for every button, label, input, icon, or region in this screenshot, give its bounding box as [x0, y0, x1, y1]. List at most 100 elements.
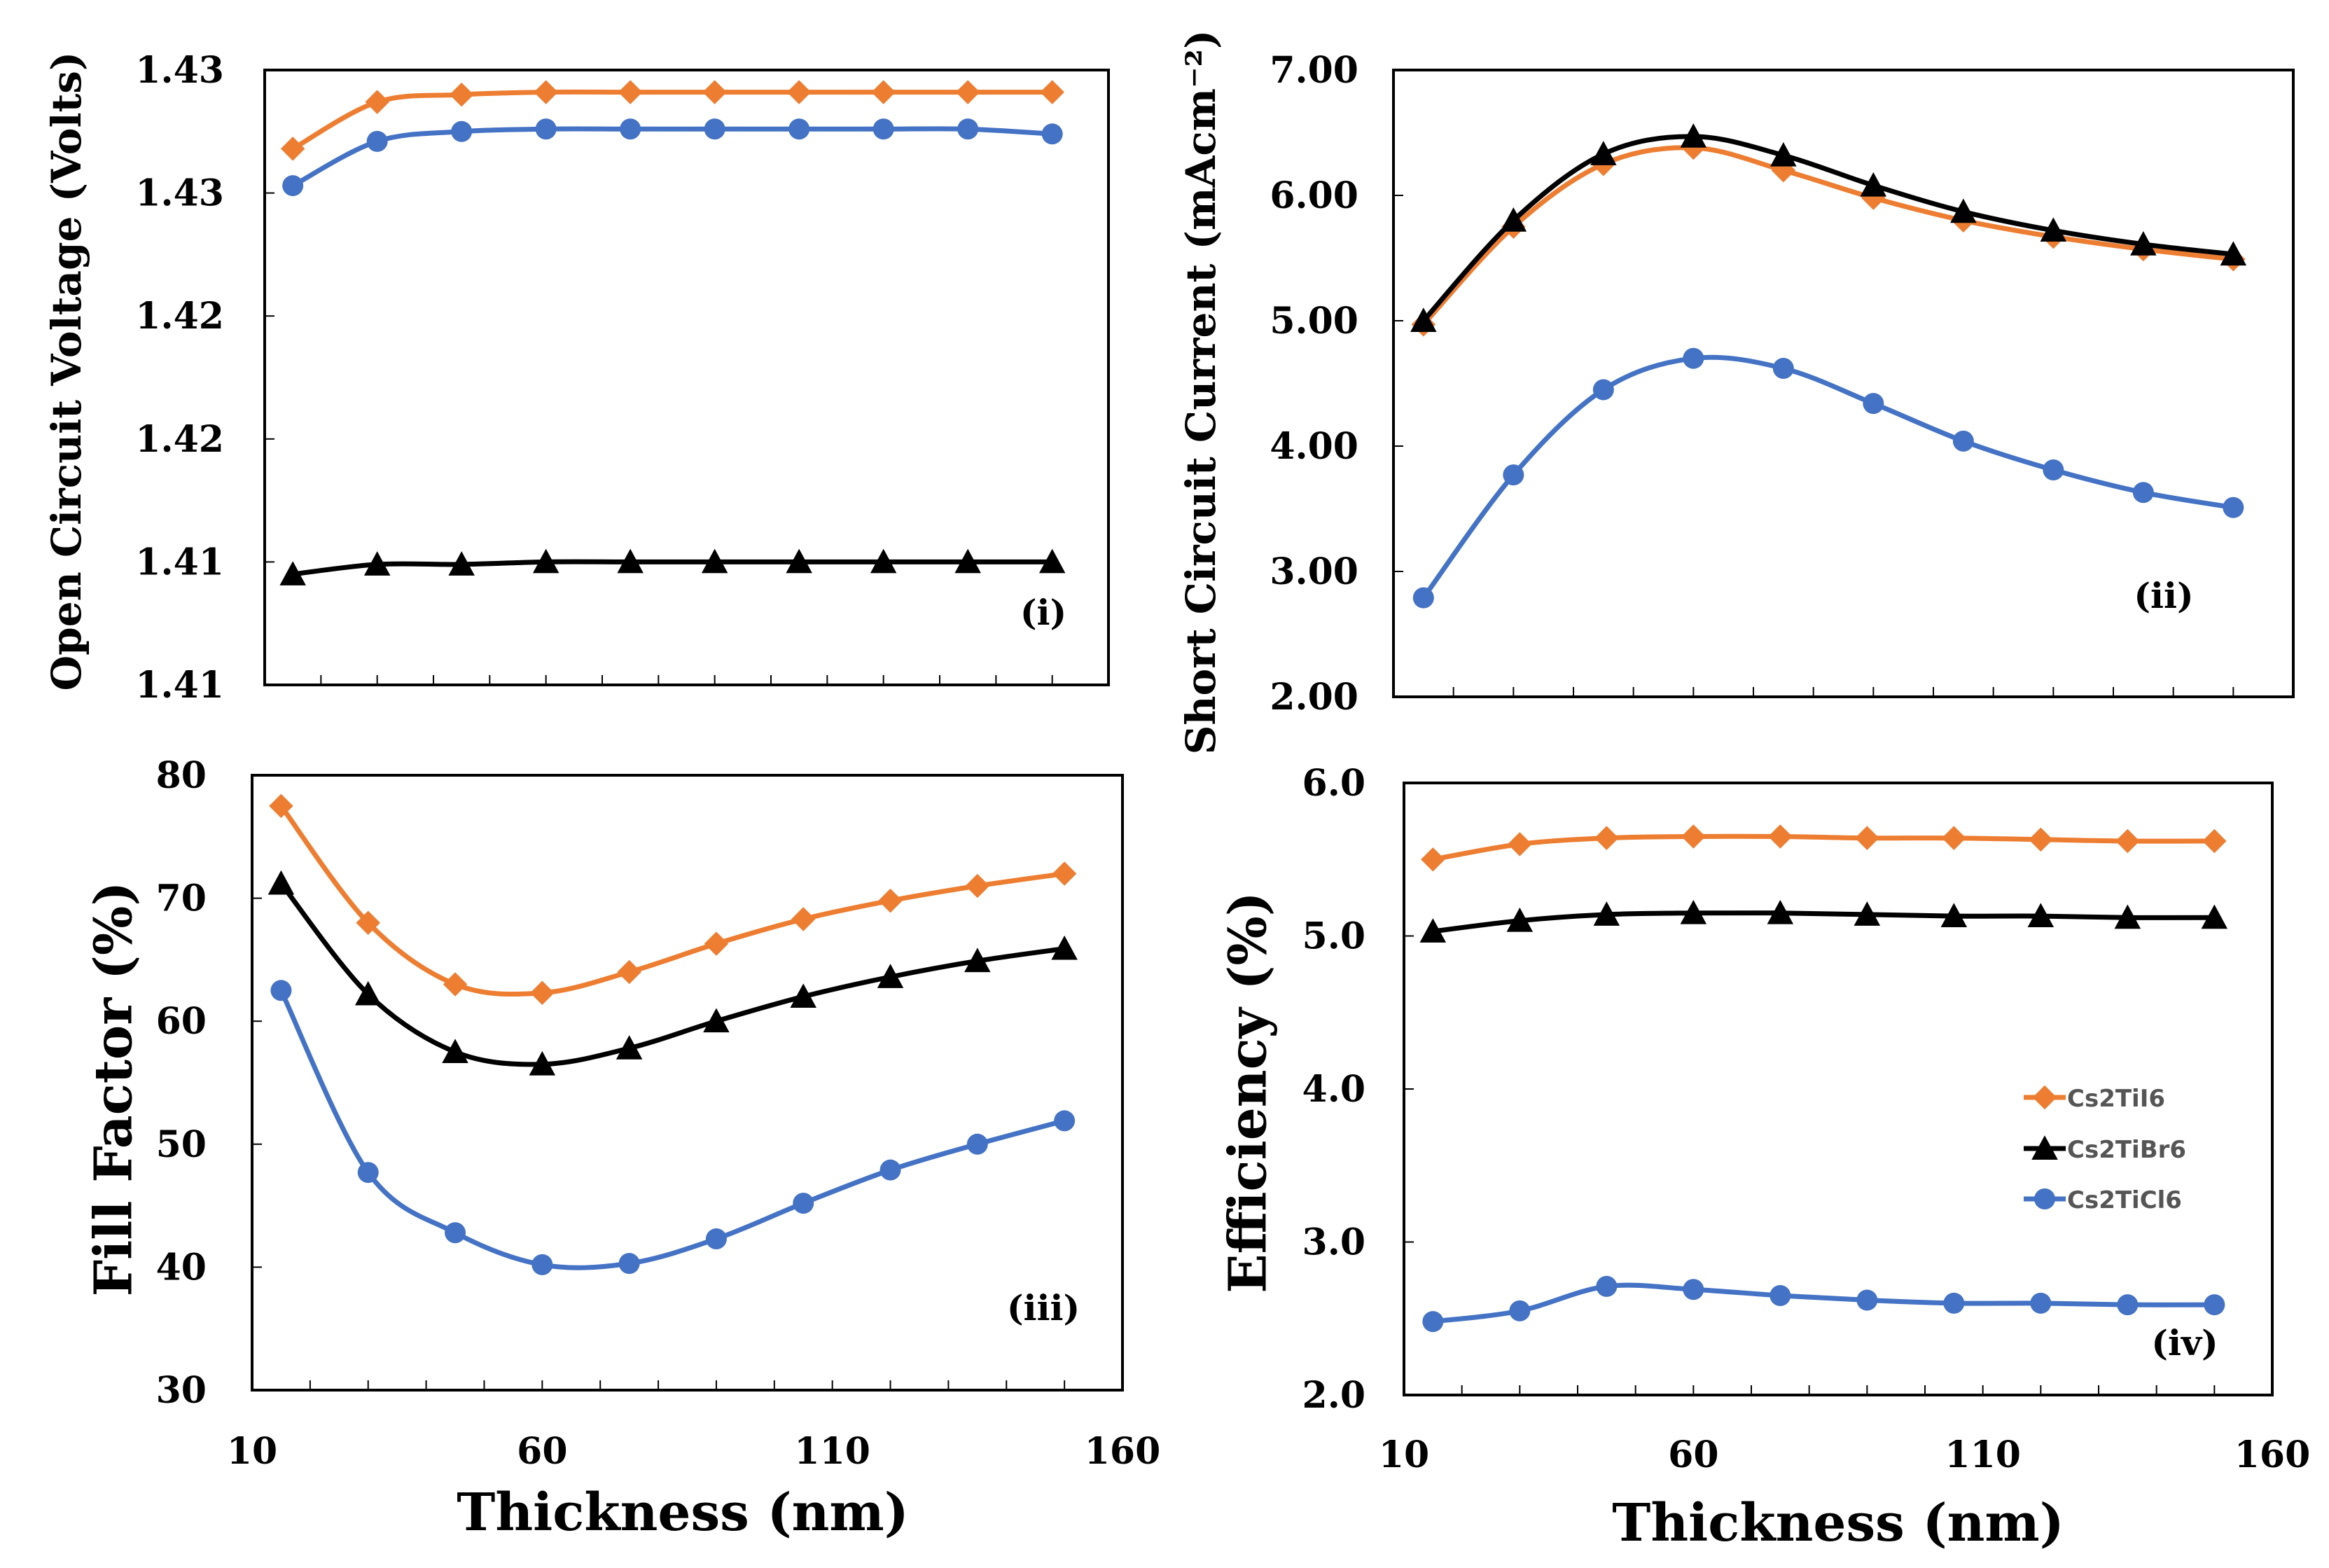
x-tick-label: 110 — [794, 1430, 870, 1473]
data-point — [534, 80, 558, 104]
data-point — [1592, 379, 1614, 401]
series-Cs2TiBr6 — [1419, 899, 2228, 943]
data-point — [354, 980, 382, 1006]
chart-panel-4: 2.0 3.0 4.0 5.0 6.0 10 60 110 160 Thickness (nm) E… — [1218, 762, 2311, 1553]
data-point — [1419, 918, 1447, 943]
y-tick-label: 4.00 — [1270, 425, 1358, 468]
y-tick-label: 50 — [156, 1123, 207, 1166]
plot-frame — [251, 774, 1124, 1392]
y-tick-label: 7.00 — [1270, 49, 1358, 92]
series-Cs2TiI6 — [269, 793, 1077, 1006]
y-tick-label: 60 — [156, 1000, 207, 1043]
data-point — [872, 118, 894, 140]
y-tick-label: 1.41 — [135, 541, 224, 583]
data-point — [704, 931, 729, 956]
data-point — [1772, 358, 1794, 380]
plot-frame — [1392, 69, 2295, 698]
data-point — [702, 80, 727, 104]
y-tick-label: 1.43 — [135, 49, 224, 92]
y-tick-label: 6.0 — [1302, 762, 1365, 805]
data-point — [1054, 1110, 1076, 1132]
data-point — [870, 548, 897, 574]
data-point — [1770, 141, 1797, 167]
data-point — [531, 1254, 553, 1275]
data-point — [448, 551, 475, 576]
y-tick-label: 80 — [156, 754, 207, 797]
data-point — [269, 793, 293, 819]
data-point — [1768, 824, 1793, 849]
data-point — [1412, 587, 1434, 609]
data-point — [878, 888, 903, 913]
chart-panel-2: 2.00 3.00 4.00 5.00 6.00 7.00 Short Circuit Cu… — [1177, 30, 2295, 755]
x-tick-label: 60 — [1668, 1434, 1718, 1476]
series-line — [291, 126, 1052, 188]
data-point — [365, 90, 389, 114]
series-Cs2TiBr6 — [279, 548, 1066, 585]
y-tick-label: 1.42 — [135, 295, 224, 338]
data-point — [2132, 482, 2154, 504]
y-tick-label: 1.43 — [135, 172, 224, 215]
data-point — [363, 551, 391, 576]
data-point — [965, 873, 990, 899]
data-point — [270, 980, 292, 1001]
data-point — [2115, 828, 2140, 854]
data-point — [1767, 899, 1794, 924]
data-point — [445, 1222, 466, 1244]
panel-label: (ii) — [2134, 575, 2193, 616]
data-point — [1508, 832, 1532, 856]
data-point — [1503, 464, 1524, 486]
data-point — [449, 82, 474, 107]
plot-frame — [263, 69, 1110, 686]
chart-panel-1: 1.41 1.41 1.42 1.42 1.43 1.43 Open Circuit Vol… — [43, 49, 1110, 707]
data-point — [267, 870, 295, 895]
panel-label: (iv) — [2151, 1322, 2218, 1364]
data-point — [1590, 141, 1617, 165]
series-line — [1421, 354, 2234, 599]
y-tick-label: 1.42 — [135, 418, 224, 461]
series-line — [279, 882, 1065, 1067]
data-point — [954, 548, 981, 574]
data-point — [1410, 307, 1437, 332]
data-point — [877, 964, 904, 988]
y-tick-label: 30 — [156, 1369, 207, 1412]
data-point — [1041, 123, 1063, 145]
data-point — [616, 1035, 643, 1060]
series-Cs2TiBr6 — [1410, 123, 2247, 332]
data-point — [356, 910, 380, 935]
data-point — [280, 137, 305, 161]
data-point — [701, 548, 728, 574]
series-line — [291, 89, 1052, 151]
data-point — [2202, 828, 2227, 854]
data-point — [2114, 904, 2141, 929]
data-point — [1863, 393, 1884, 415]
y-tick-label: 2.0 — [1302, 1374, 1365, 1417]
data-point — [451, 120, 473, 142]
data-point — [1854, 901, 1881, 926]
y-tick-label: 40 — [156, 1246, 207, 1289]
y-tick-label: 3.00 — [1270, 550, 1358, 593]
data-point — [1855, 826, 1879, 850]
y-tick-label: 70 — [156, 877, 207, 920]
data-point — [2117, 1294, 2139, 1316]
data-point — [1952, 430, 1974, 452]
data-point — [1594, 826, 1619, 850]
data-point — [1506, 907, 1534, 932]
data-point — [617, 548, 644, 574]
series-Cs2TiI6 — [280, 80, 1064, 161]
legend-label: Cs2TiBr6 — [2067, 1136, 2186, 1164]
data-point — [618, 80, 643, 104]
x-tick-label: 10 — [1379, 1434, 1429, 1476]
data-point — [1940, 903, 1968, 928]
data-point — [793, 1193, 814, 1214]
data-point — [2030, 1292, 2052, 1314]
data-point — [1421, 847, 1445, 872]
data-point — [955, 80, 980, 104]
series-Cs2TiCl6 — [1412, 347, 2244, 609]
y-axis-label: Short Circuit Current (mAcm⁻²) — [1177, 30, 1225, 755]
x-axis-label: Thickness (nm) — [1612, 1493, 2064, 1553]
panel-label: (iii) — [1007, 1287, 1080, 1328]
data-point — [2220, 241, 2247, 266]
data-point — [1681, 824, 1706, 849]
data-point — [1038, 548, 1066, 574]
